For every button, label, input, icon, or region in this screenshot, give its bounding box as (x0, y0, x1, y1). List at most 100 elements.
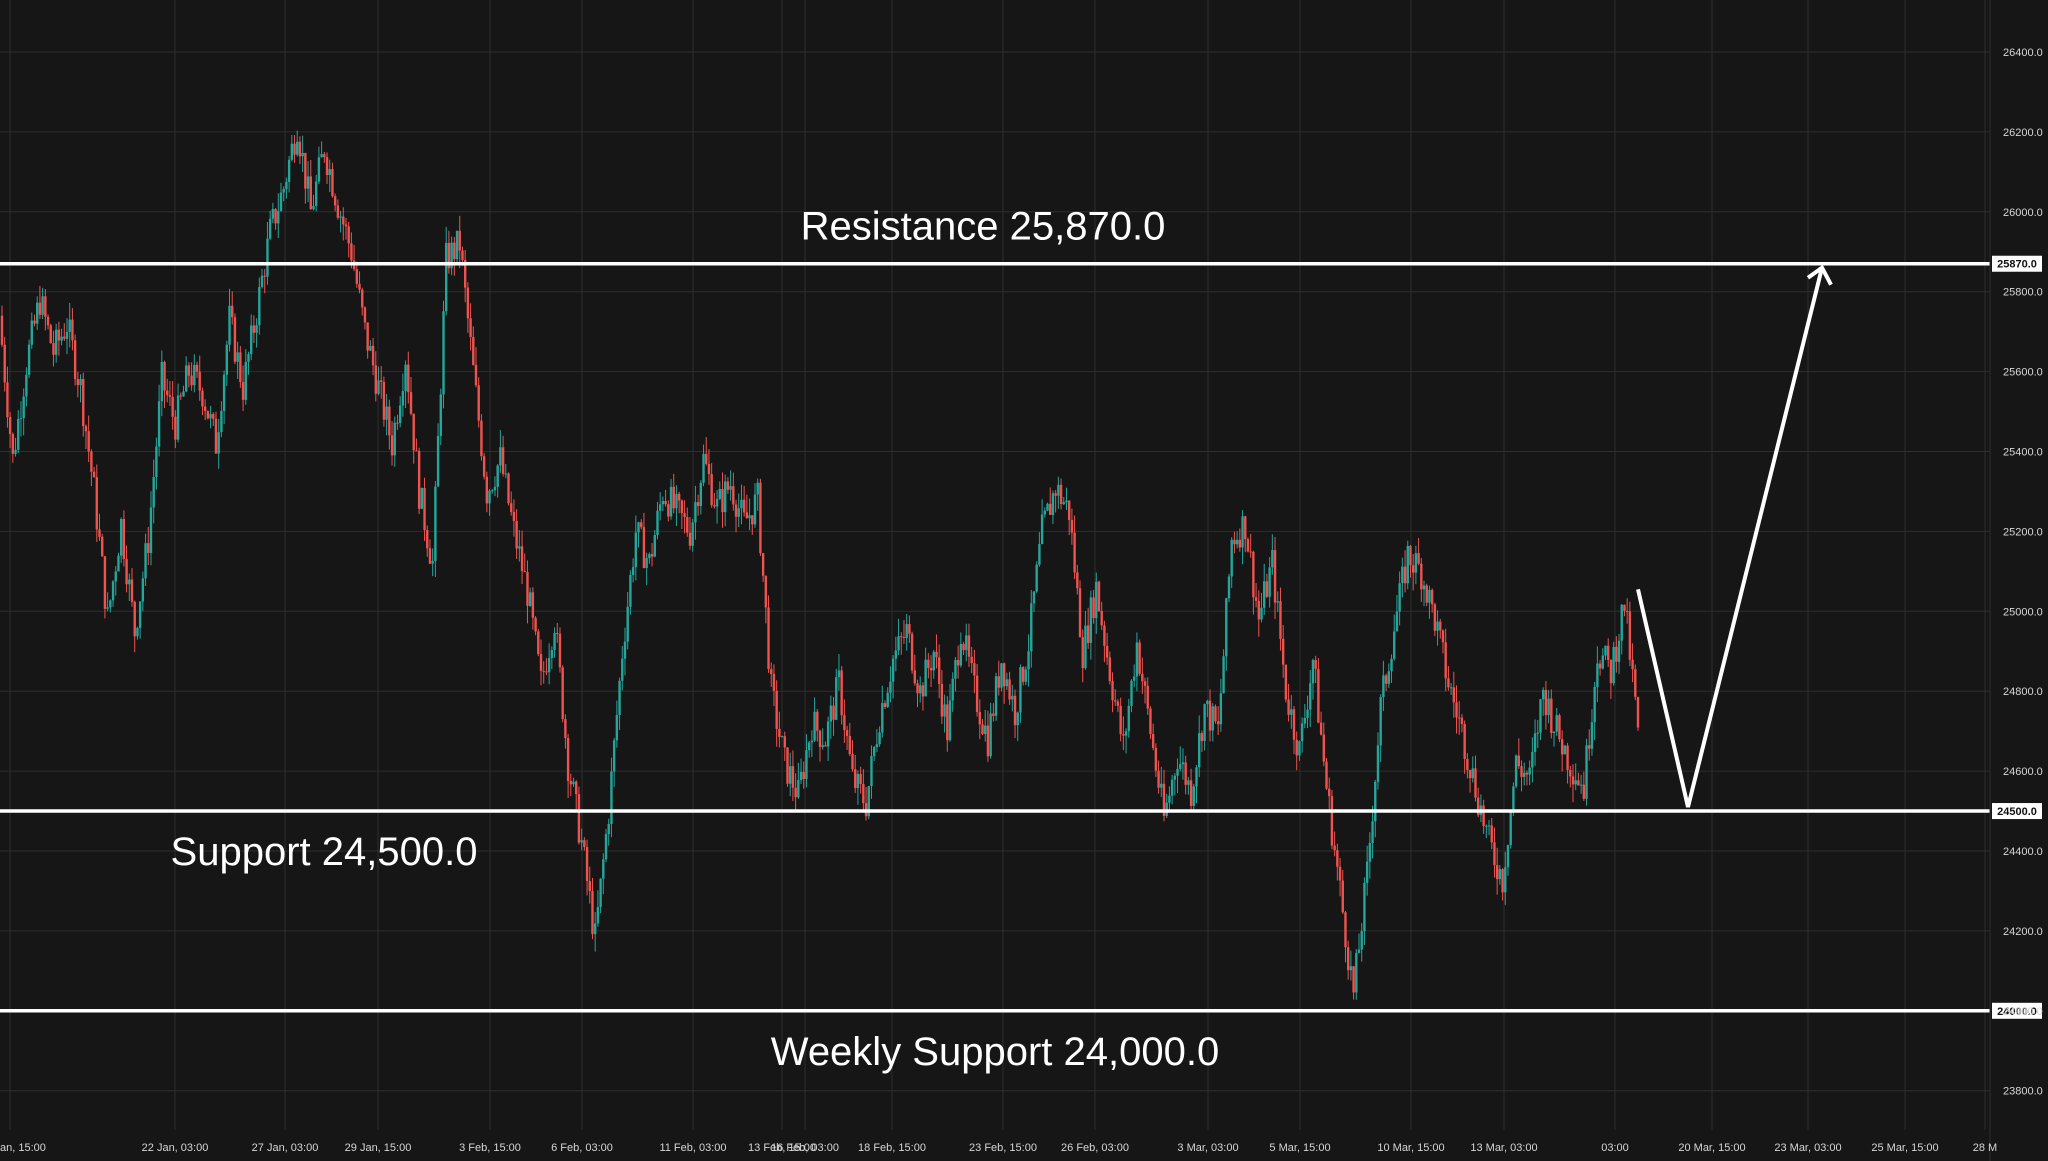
candle-body (764, 575, 768, 608)
candle-body (718, 489, 721, 499)
candle-body (707, 463, 711, 475)
candle-body (350, 243, 353, 261)
candle-body (436, 435, 440, 487)
candle-body (740, 499, 743, 509)
candle-body (369, 345, 372, 351)
projection-arrow (1636, 267, 1824, 808)
candle-body (1574, 780, 1577, 785)
candle-body (1604, 645, 1607, 656)
candle-body (141, 578, 145, 602)
candle-body (469, 318, 472, 338)
candle-body (916, 683, 919, 694)
candle-body (1059, 484, 1063, 504)
candle-body (25, 374, 28, 397)
candle-body (198, 371, 201, 391)
candle-body (542, 670, 545, 672)
candle-body (1273, 550, 1277, 603)
candle-body (203, 406, 207, 411)
candle-body (537, 631, 540, 655)
candle-body (1493, 842, 1496, 866)
level-price-badge-text: 25870.0 (1997, 259, 2037, 271)
candle-body (680, 500, 684, 514)
candle-body (531, 592, 535, 618)
candle-body (1571, 776, 1575, 785)
candle-body (160, 361, 164, 402)
candle-body (973, 663, 976, 676)
candle-body (1346, 947, 1350, 971)
candle-body (111, 581, 115, 601)
candle-body (737, 508, 740, 517)
candle-body (940, 683, 944, 717)
candle-body (1095, 581, 1098, 619)
candle-body (390, 435, 394, 456)
time-axis[interactable]: an, 15:00 22 Jan, 03:00 27 Jan, 03:00 29 Ja… (0, 1142, 1997, 1154)
candle-body (477, 385, 480, 421)
candle-body (241, 382, 245, 400)
candle-body (439, 394, 442, 436)
candle-body (1309, 683, 1312, 710)
candle-body (1203, 704, 1206, 742)
x-tick-label: 26 Feb, 03:00 (1061, 1142, 1129, 1154)
candle-body (1138, 642, 1141, 674)
candle-body (1544, 689, 1548, 716)
candle-body (564, 719, 567, 739)
candle-body (596, 906, 600, 924)
candle-body (463, 259, 467, 288)
candle-body (870, 756, 873, 787)
candle-body (556, 632, 559, 634)
candle-body (472, 337, 475, 365)
candle-body (1195, 767, 1198, 787)
candle-body (997, 676, 1000, 688)
candle-body (228, 305, 231, 345)
candle-body (1441, 630, 1445, 643)
candle-body (1596, 663, 1599, 687)
candle-body (1208, 700, 1212, 731)
candle-body (986, 725, 990, 757)
candle-body (1160, 783, 1163, 788)
candle-body (306, 176, 310, 189)
candle-body (382, 382, 386, 420)
candle-body (168, 395, 172, 397)
candle-body (1376, 745, 1380, 782)
candle-body (258, 286, 261, 326)
candle-body (1420, 563, 1423, 590)
candle-body (1490, 825, 1493, 843)
candle-body (937, 657, 941, 684)
candle-body (6, 382, 9, 418)
candle-body (1436, 621, 1439, 631)
candle-body (932, 651, 935, 671)
level-price-badge (1992, 255, 2042, 272)
candle-body (1119, 705, 1122, 735)
candle-body (366, 322, 369, 351)
candle-body (244, 361, 247, 400)
price-axis[interactable]: 23800.0 24000.0 24200.0 24400.0 24600.0 24800… (2003, 47, 2043, 1098)
candle-body (33, 320, 36, 324)
candle-body (1401, 566, 1404, 584)
candle-body (1338, 866, 1342, 881)
candle-body (1623, 604, 1626, 611)
candle-body (252, 325, 256, 333)
candle-body (629, 574, 632, 607)
candle-body (63, 336, 66, 339)
candle-body (166, 390, 169, 396)
candle-body (824, 745, 827, 747)
candle-body (1249, 551, 1252, 553)
candle-body (388, 406, 391, 436)
candle-body (1002, 663, 1006, 687)
candle-body (612, 740, 616, 772)
candle-body (426, 530, 429, 549)
candle-body (894, 650, 898, 659)
candle-body (770, 669, 773, 674)
candle-body (1368, 842, 1372, 862)
candle-body (428, 548, 432, 564)
candle-body (190, 375, 193, 386)
candle-body (702, 453, 705, 483)
candle-body (791, 766, 795, 788)
candle-body (1330, 796, 1334, 846)
candle-body (1593, 686, 1596, 723)
candle-body (1395, 611, 1399, 632)
candle-body (309, 176, 312, 210)
candle-body (174, 416, 177, 440)
level-label: Resistance 25,870.0 (801, 205, 1166, 249)
